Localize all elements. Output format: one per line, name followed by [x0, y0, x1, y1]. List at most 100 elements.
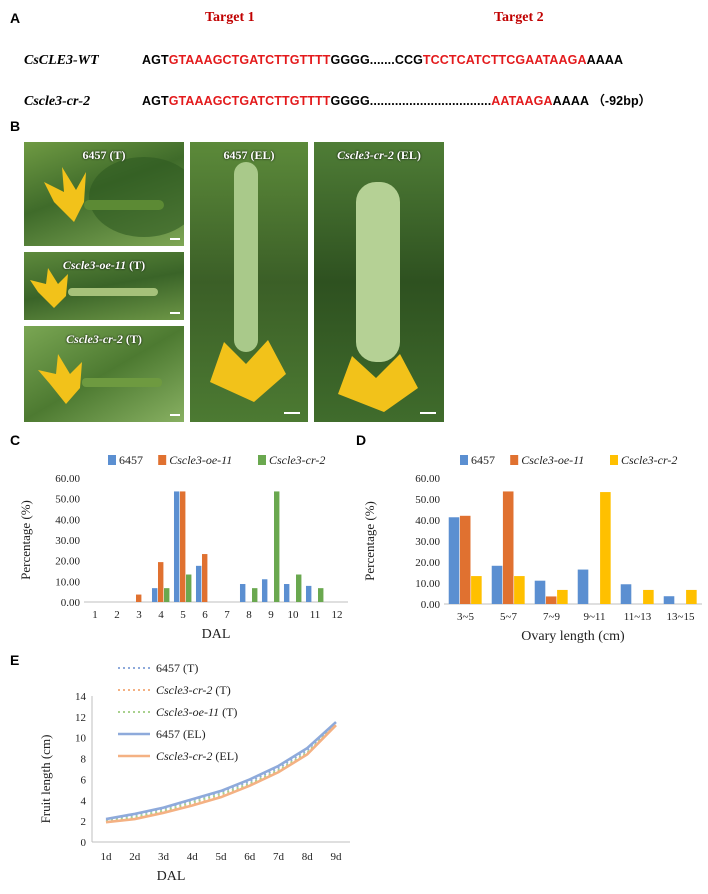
- x-tick-label: 10: [288, 609, 300, 621]
- scale-bar: [170, 312, 180, 314]
- bar: [534, 580, 546, 604]
- legend-label-main: Cscle3-oe-11: [156, 705, 219, 719]
- seq-segment: AATAAGA: [491, 94, 553, 108]
- y-tick-label: 60.00: [415, 473, 440, 485]
- bar: [179, 491, 186, 602]
- x-tick-label: 13~15: [667, 611, 695, 623]
- seq-segment: AGT: [142, 53, 169, 67]
- bar: [502, 491, 514, 604]
- chart-d: 0.00 10.00 20.00 30.00 40.00 50.00 60.00 3~5 5~7…: [362, 453, 702, 644]
- x-tick-label: 1d: [101, 851, 113, 863]
- legend-label: Cscle3-cr-2: [621, 453, 677, 467]
- bar: [186, 574, 192, 602]
- legend-label-main: 6457: [156, 727, 180, 741]
- y-tick-label: 40.00: [415, 515, 440, 527]
- bar: [283, 584, 290, 602]
- photo-label: 6457 (T): [82, 148, 126, 162]
- seq-segment: GTAAAGCTGATCTTGTTTT: [168, 94, 331, 108]
- y-tick-label: 14: [75, 691, 87, 703]
- x-tick-label: 4: [158, 609, 164, 621]
- x-axis-label: DAL: [157, 869, 186, 884]
- legend-label-suffix: (T): [180, 661, 198, 675]
- series-line: [105, 722, 337, 822]
- bar: [620, 584, 632, 604]
- y-axis-label: Percentage (%): [18, 500, 33, 580]
- photo-cscle3-cr-2-t: Cscle3-cr-2 (T): [24, 326, 184, 422]
- legend-label-suffix: (EL): [180, 727, 206, 741]
- panel-letter-e: E: [10, 652, 20, 668]
- series-line: [105, 724, 337, 824]
- x-tick-label: 11~13: [624, 611, 652, 623]
- bar: [459, 515, 471, 604]
- panel-letter-d: D: [356, 432, 367, 448]
- x-tick-label: 3~5: [457, 611, 474, 623]
- x-tick-label: 9~11: [583, 611, 605, 623]
- panel-letter-a: A: [10, 10, 21, 26]
- x-tick-label: 3: [136, 609, 142, 621]
- seq-segment: AGT: [142, 94, 169, 108]
- legend-swatch: [610, 455, 618, 465]
- x-tick-label: 7: [224, 609, 230, 621]
- bar: [577, 569, 589, 604]
- sequence-wt: AGTGTAAAGCTGATCTTGTTTTGGGG.......CCGTCCT…: [142, 53, 623, 67]
- x-tick-label: 8: [246, 609, 252, 621]
- seq-segment: AAAA: [586, 53, 624, 67]
- panel-letter-c: C: [10, 432, 21, 448]
- legend-label: 6457: [119, 453, 143, 467]
- sequence-name-wt: CsCLE3-WT: [24, 53, 99, 68]
- legend-label: 6457 (T): [156, 661, 198, 675]
- y-tick-label: 12: [75, 712, 86, 724]
- target-2-label: Target 2: [494, 10, 544, 25]
- bar: [514, 576, 525, 604]
- legend-label: 6457 (EL): [156, 727, 206, 741]
- y-tick-label: 20.00: [55, 556, 80, 568]
- bar: [173, 491, 180, 602]
- bar: [448, 517, 460, 604]
- bar: [157, 562, 164, 602]
- x-tick-label: 1: [92, 609, 98, 621]
- x-tick-label: 5~7: [500, 611, 517, 623]
- photo-label: Cscle3-cr-2 (T): [66, 332, 142, 346]
- y-tick-label: 30.00: [415, 536, 440, 548]
- x-tick-label: 12: [332, 609, 343, 621]
- bar: [305, 585, 312, 602]
- sequence-row-cr2: Cscle3-cr-2 AGTGTAAAGCTGATCTTGTTTTGGGG...…: [24, 90, 651, 110]
- bar: [471, 576, 482, 604]
- x-tick-label: 6: [202, 609, 208, 621]
- scale-bar: [284, 412, 300, 414]
- x-tick-label: 4d: [187, 851, 199, 863]
- y-tick-label: 30.00: [55, 535, 80, 547]
- legend-swatch: [108, 455, 116, 465]
- x-tick-label: 2d: [129, 851, 141, 863]
- scale-bar: [420, 412, 436, 414]
- seq-segment: GGGG..................................: [330, 94, 492, 108]
- plant-illustration: [38, 354, 162, 404]
- legend-label: Cscle3-oe-11: [169, 453, 232, 467]
- y-tick-label: 10: [75, 733, 87, 745]
- x-tick-label: 6d: [244, 851, 256, 863]
- bar: [151, 588, 158, 602]
- chart-e: 0 2 4 6 8 10 12 14 1d 2d 3d 4d 5d 6d 7d 8d 9d DAL Fruit le…: [38, 661, 350, 884]
- photo-6457-t: 6457 (T): [24, 142, 184, 246]
- x-tick-label: 5: [180, 609, 186, 621]
- bar: [491, 565, 503, 604]
- bar: [252, 588, 258, 602]
- photo-6457-el: 6457 (EL): [190, 142, 308, 422]
- x-tick-label: 9d: [331, 851, 343, 863]
- y-tick-label: 10.00: [55, 576, 80, 588]
- legend-swatch: [460, 455, 468, 465]
- y-tick-label: 0.00: [61, 597, 81, 609]
- y-tick-label: 4: [81, 795, 87, 807]
- photo-cscle3-oe-11-t: Cscle3-oe-11 (T): [24, 252, 184, 320]
- bar: [686, 589, 697, 604]
- legend-label: 6457: [471, 453, 495, 467]
- y-tick-label: 60.00: [55, 473, 80, 485]
- x-axis-label: DAL: [202, 627, 231, 642]
- legend-swatch: [510, 455, 519, 465]
- photo-label: Cscle3-oe-11 (T): [62, 258, 146, 272]
- target-1-label: Target 1: [205, 10, 255, 25]
- y-tick-label: 20.00: [415, 557, 440, 569]
- legend-label: Cscle3-cr-2 (T): [156, 683, 231, 697]
- legend-label: Cscle3-oe-11 (T): [156, 705, 237, 719]
- bar: [274, 491, 280, 602]
